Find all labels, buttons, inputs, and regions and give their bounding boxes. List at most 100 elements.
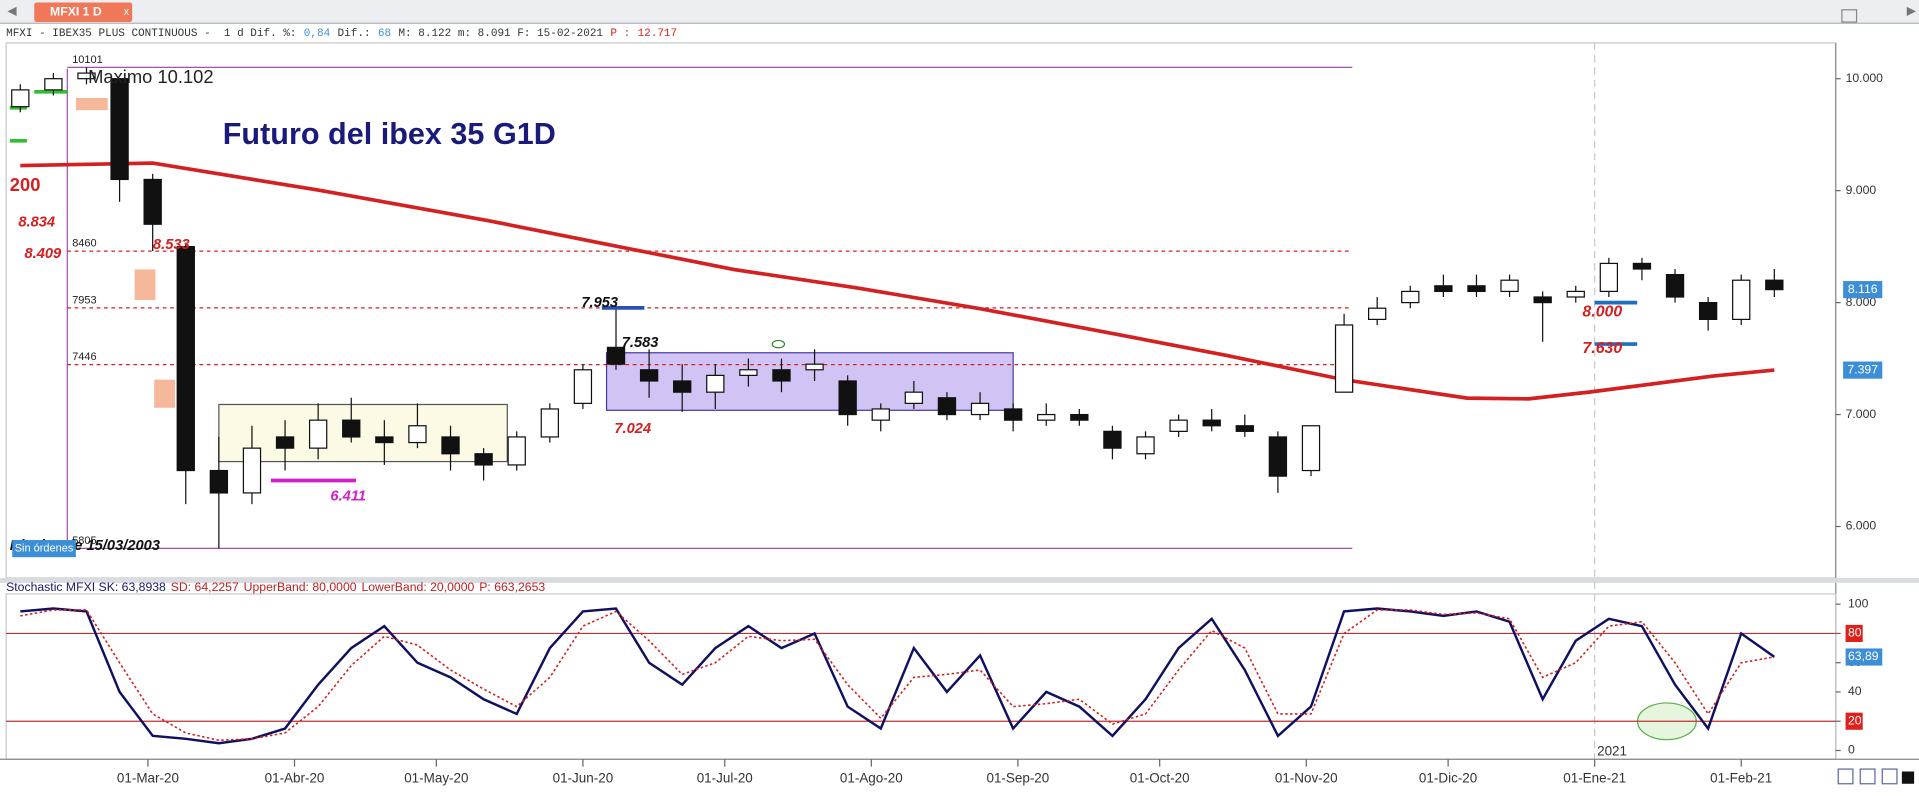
candle-body: [11, 89, 30, 108]
x-tick-label: 01-Abr-20: [265, 770, 325, 785]
y-tick-label: 6.000: [1846, 519, 1877, 533]
annotation: 7.630: [1582, 340, 1622, 357]
annotation: 8.834: [18, 215, 55, 231]
candle-body: [1202, 419, 1221, 427]
y-tick-label: 9.000: [1846, 183, 1877, 197]
tab-scroll-left[interactable]: ◀: [7, 3, 17, 17]
header-part: P :: [610, 28, 630, 40]
year-divider-label: 2021: [1597, 743, 1627, 758]
y-tick-label: 100: [1848, 596, 1869, 610]
level-label: 5805: [72, 535, 96, 547]
candle-body: [1235, 425, 1254, 432]
header: MFXI - IBEX35 PLUS CONTINUOUS - 1 d Dif.…: [6, 28, 677, 40]
candle-body: [507, 436, 526, 466]
candle-body: [540, 408, 559, 438]
indicator-title: Stochastic MFXI SK: 63,8938 SD: 64,2257 Up…: [6, 580, 545, 594]
window-button[interactable]: [1841, 9, 1858, 23]
candle-body: [1103, 430, 1122, 449]
y-tick-label: 8.000: [1846, 295, 1877, 309]
toolbar-button[interactable]: [1859, 768, 1876, 785]
toolbar-button[interactable]: [1881, 768, 1898, 785]
panel-divider: [0, 578, 1919, 583]
order-button-label[interactable]: Sin órdenes: [15, 543, 74, 555]
indicator-title-part: LowerBand: 20,0000: [361, 580, 474, 594]
candle-body: [242, 447, 262, 494]
candle-body: [1037, 413, 1056, 421]
x-tick-label: 01-Feb-21: [1710, 770, 1772, 785]
annotation: 7.583: [622, 335, 659, 351]
price-tag-label: 8.116: [1848, 282, 1878, 296]
candle-body: [871, 408, 890, 421]
candle-body: [441, 436, 460, 455]
plot: Futuro del ibex 35 G1D 6.000 7.000 8.000 9.0…: [6, 42, 1884, 785]
tab-scroll-right[interactable]: ▶: [1907, 3, 1917, 17]
annotation: 7.024: [614, 421, 651, 437]
header-part: Dif.:: [338, 28, 371, 40]
header-part: 0,84: [304, 28, 331, 40]
annotation: 6.411: [330, 488, 366, 504]
annotation: 8.533: [153, 237, 190, 253]
candle-body: [1500, 279, 1519, 293]
candle-body: [1665, 274, 1685, 298]
order-button[interactable]: [12, 540, 76, 558]
candle-body: [1301, 425, 1321, 472]
indicator-title-part: Stochastic MFXI SK: 63,8938: [6, 580, 166, 594]
indicator-tag: [1845, 648, 1883, 666]
x-tick-label: 01-Jul-20: [697, 770, 753, 785]
y-tick-label: 10.000: [1846, 71, 1884, 85]
chart-title: Futuro del ibex 35 G1D: [223, 117, 556, 151]
candle-body: [1003, 408, 1023, 421]
level-label: 10101: [72, 54, 103, 66]
candle-body: [176, 246, 195, 472]
candle-body: [308, 419, 328, 449]
annotation: 7.953: [581, 295, 618, 311]
y-tick-label: 7.000: [1846, 407, 1877, 421]
candle-body: [408, 425, 427, 444]
candle-body: [739, 369, 758, 376]
indicator-tag: [1845, 712, 1863, 730]
candle-body: [342, 419, 361, 438]
annotation: 8.409: [24, 246, 62, 262]
y-tick-label: 0: [1848, 743, 1855, 757]
candle-body: [639, 369, 659, 382]
candle-body: [937, 397, 957, 416]
candle-body: [606, 346, 626, 365]
candle-body: [673, 380, 692, 393]
moving-average: [20, 161, 1775, 401]
candle-body: [1599, 262, 1619, 293]
indicator-tag-label: 20: [1848, 713, 1862, 727]
x-tick-label: 01-May-20: [404, 770, 468, 785]
candle-body: [275, 436, 295, 449]
candle-body: [1169, 419, 1188, 432]
level-label: 7446: [72, 351, 96, 363]
candle-body: [573, 369, 593, 404]
toolbar-button[interactable]: [1837, 768, 1854, 785]
candle-body: [44, 78, 63, 91]
gap-marker: [134, 269, 156, 301]
level-label: 7953: [72, 294, 96, 306]
x-tick-label: 01-Ene-21: [1563, 770, 1626, 785]
x-tick-label: 01-Jun-20: [553, 770, 614, 785]
x-tick-label: 01-Dic-20: [1419, 770, 1477, 785]
toolbar-button[interactable]: [1901, 771, 1915, 784]
tab-label[interactable]: MFXI 1 D: [50, 4, 102, 18]
zone: [218, 403, 508, 463]
highlight-ellipse: [771, 339, 786, 349]
indicator-line: [20, 607, 1776, 745]
candle-body: [1698, 301, 1718, 321]
candle-body: [1368, 307, 1387, 321]
indicator-tag-label: 63,89: [1848, 649, 1879, 663]
x-tick-label: 01-Sep-20: [986, 770, 1049, 785]
candle-body: [970, 402, 990, 416]
tab[interactable]: [34, 2, 133, 23]
series-label: 200: [10, 174, 41, 195]
header-part: M: 8.122 m: 8.091 F: 15-02-2021: [398, 28, 603, 40]
tab-close[interactable]: x: [124, 6, 130, 18]
candle-body: [143, 178, 162, 225]
candle-body: [1566, 290, 1585, 298]
y-tick-label: 40: [1848, 684, 1862, 698]
candle-body: [209, 469, 229, 494]
candle-body: [1533, 296, 1552, 304]
price-tag-label: 7.397: [1847, 362, 1878, 376]
